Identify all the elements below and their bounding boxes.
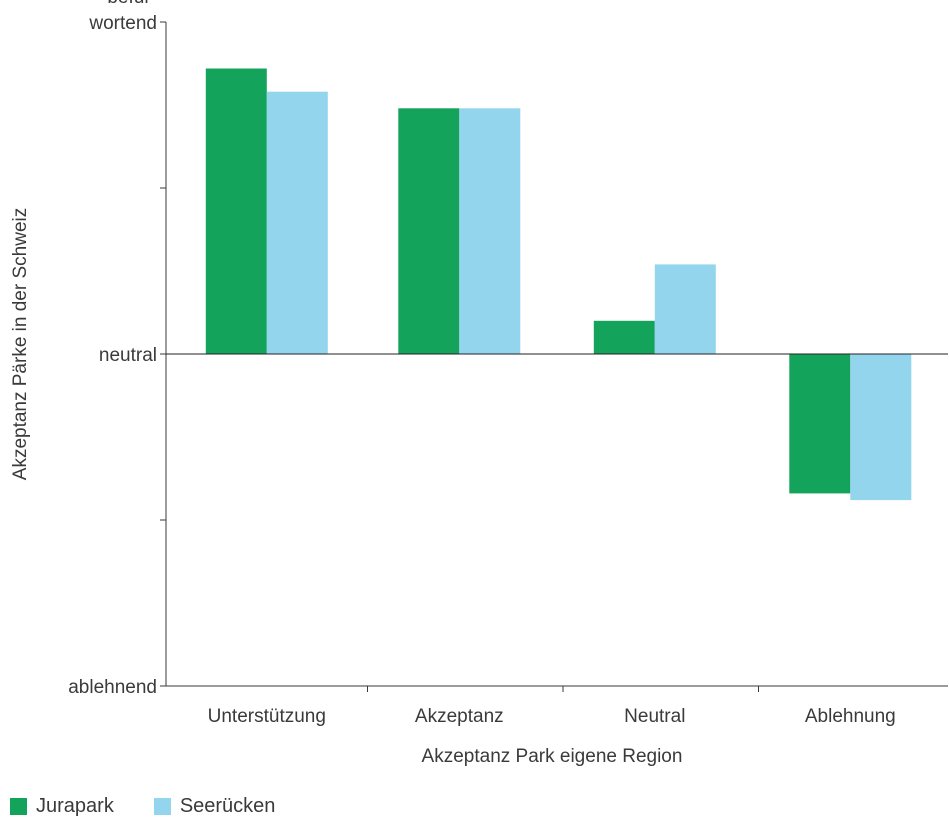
axes-group xyxy=(160,21,948,692)
y-tick-label-4-0: ablehnend xyxy=(68,677,157,698)
labels-group: befür-wortend neutral ablehnend Unterstützu… xyxy=(68,0,896,727)
bar-jurapark-2 xyxy=(593,320,655,354)
bar-jurapark-0 xyxy=(205,68,267,354)
y-axis-title: Akzeptanz Pärke in der Schweiz xyxy=(10,208,31,480)
y-tick-label-2-0: neutral xyxy=(99,345,157,366)
x-tick-label-3: Ablehnung xyxy=(805,706,896,727)
legend-swatch-jurapark xyxy=(10,797,27,815)
legend-label-jurapark: Jurapark xyxy=(36,795,114,817)
bar-seer-cken-2 xyxy=(654,264,716,354)
bar-jurapark-1 xyxy=(398,108,460,354)
y-tick-label-0-1: wortend xyxy=(88,13,157,34)
bar-seer-cken-3 xyxy=(850,354,912,501)
legend: Jurapark Seerücken xyxy=(10,796,315,816)
legend-item-seeruecken: Seerücken xyxy=(153,795,276,817)
x-tick-label-0: Unterstützung xyxy=(208,706,326,727)
bar-jurapark-3 xyxy=(789,354,851,494)
y-tick-label-0-0: befür- xyxy=(107,0,157,8)
bar-seer-cken-0 xyxy=(266,91,328,354)
legend-swatch-seeruecken xyxy=(153,797,171,815)
bars-group xyxy=(205,68,912,501)
x-tick-label-2: Neutral xyxy=(624,706,685,727)
bar-seer-cken-1 xyxy=(459,108,521,354)
legend-label-seeruecken: Seerücken xyxy=(179,795,276,817)
legend-item-jurapark: Jurapark xyxy=(10,796,114,816)
x-tick-label-1: Akzeptanz xyxy=(415,706,504,727)
x-axis-title: Akzeptanz Park eigene Region xyxy=(422,746,683,767)
